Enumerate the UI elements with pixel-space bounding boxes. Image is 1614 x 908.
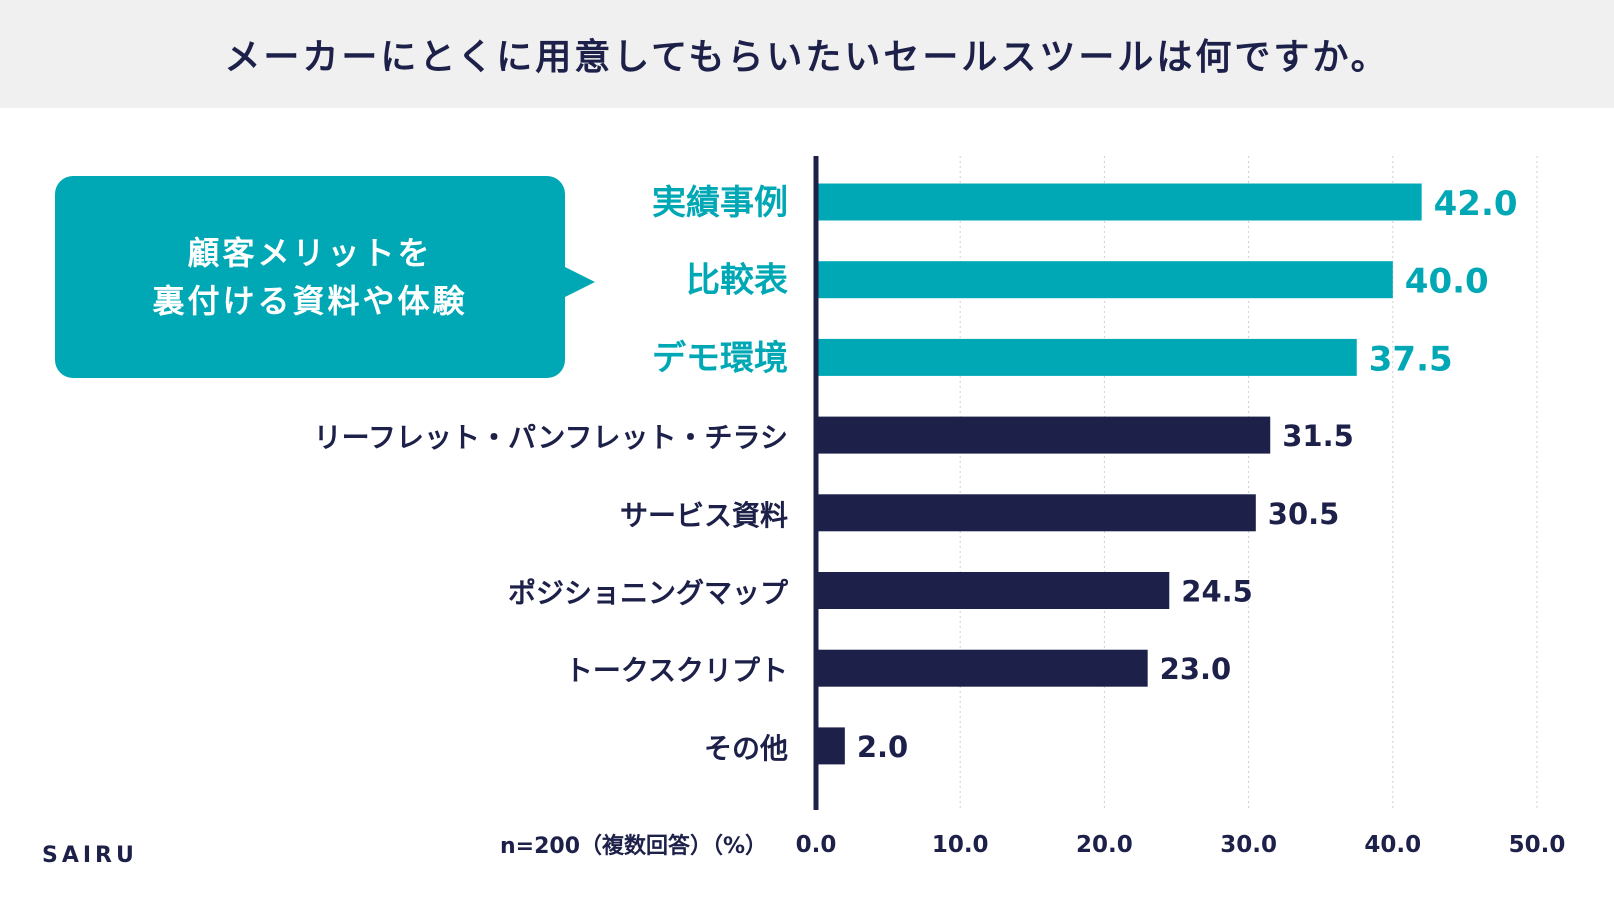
bar <box>816 338 1357 376</box>
data-label: 2.0 <box>857 730 908 764</box>
callout-box: 顧客メリットを 裏付ける資料や体験 <box>55 176 565 378</box>
bar <box>816 183 1422 221</box>
category-label: サービス資料 <box>620 499 788 532</box>
sairu-logo: SAIRU <box>42 843 138 868</box>
category-label: ポジショニングマップ <box>508 577 789 610</box>
bar <box>816 261 1393 299</box>
category-label: その他 <box>704 732 788 765</box>
x-tick-label: 50.0 <box>1509 832 1566 858</box>
bar <box>816 727 845 765</box>
x-tick-label: 30.0 <box>1220 832 1277 858</box>
data-label: 23.0 <box>1160 652 1232 686</box>
callout-tail <box>563 266 595 298</box>
x-tick-label: 0.0 <box>796 832 837 858</box>
data-label: 30.5 <box>1268 497 1340 531</box>
callout-line-1: 顧客メリットを <box>187 234 433 272</box>
x-tick-label: 40.0 <box>1364 832 1421 858</box>
category-label: 実績事例 <box>652 183 788 223</box>
bar <box>816 649 1148 687</box>
x-tick-label: 20.0 <box>1076 832 1133 858</box>
bar <box>816 572 1170 609</box>
header: メーカーにとくに用意してもらいたいセールスツールは何ですか。 <box>0 0 1614 108</box>
category-label: デモ環境 <box>652 338 788 378</box>
bar <box>816 494 1256 532</box>
category-label: トークスクリプト <box>565 654 788 687</box>
data-label: 37.5 <box>1369 339 1453 379</box>
page-title: メーカーにとくに用意してもらいたいセールスツールは何ですか。 <box>224 37 1390 78</box>
data-label: 40.0 <box>1405 262 1489 302</box>
data-label: 42.0 <box>1434 184 1518 224</box>
bar <box>816 416 1271 454</box>
category-label: リーフレット・パンフレット・チラシ <box>314 421 788 454</box>
category-label: 比較表 <box>686 261 788 301</box>
data-label: 31.5 <box>1282 419 1354 453</box>
sample-note: n=200（複数回答）（%） <box>500 834 768 859</box>
data-label: 24.5 <box>1181 575 1253 609</box>
callout-line-2: 裏付ける資料や体験 <box>152 282 468 320</box>
x-tick-label: 10.0 <box>932 832 989 858</box>
